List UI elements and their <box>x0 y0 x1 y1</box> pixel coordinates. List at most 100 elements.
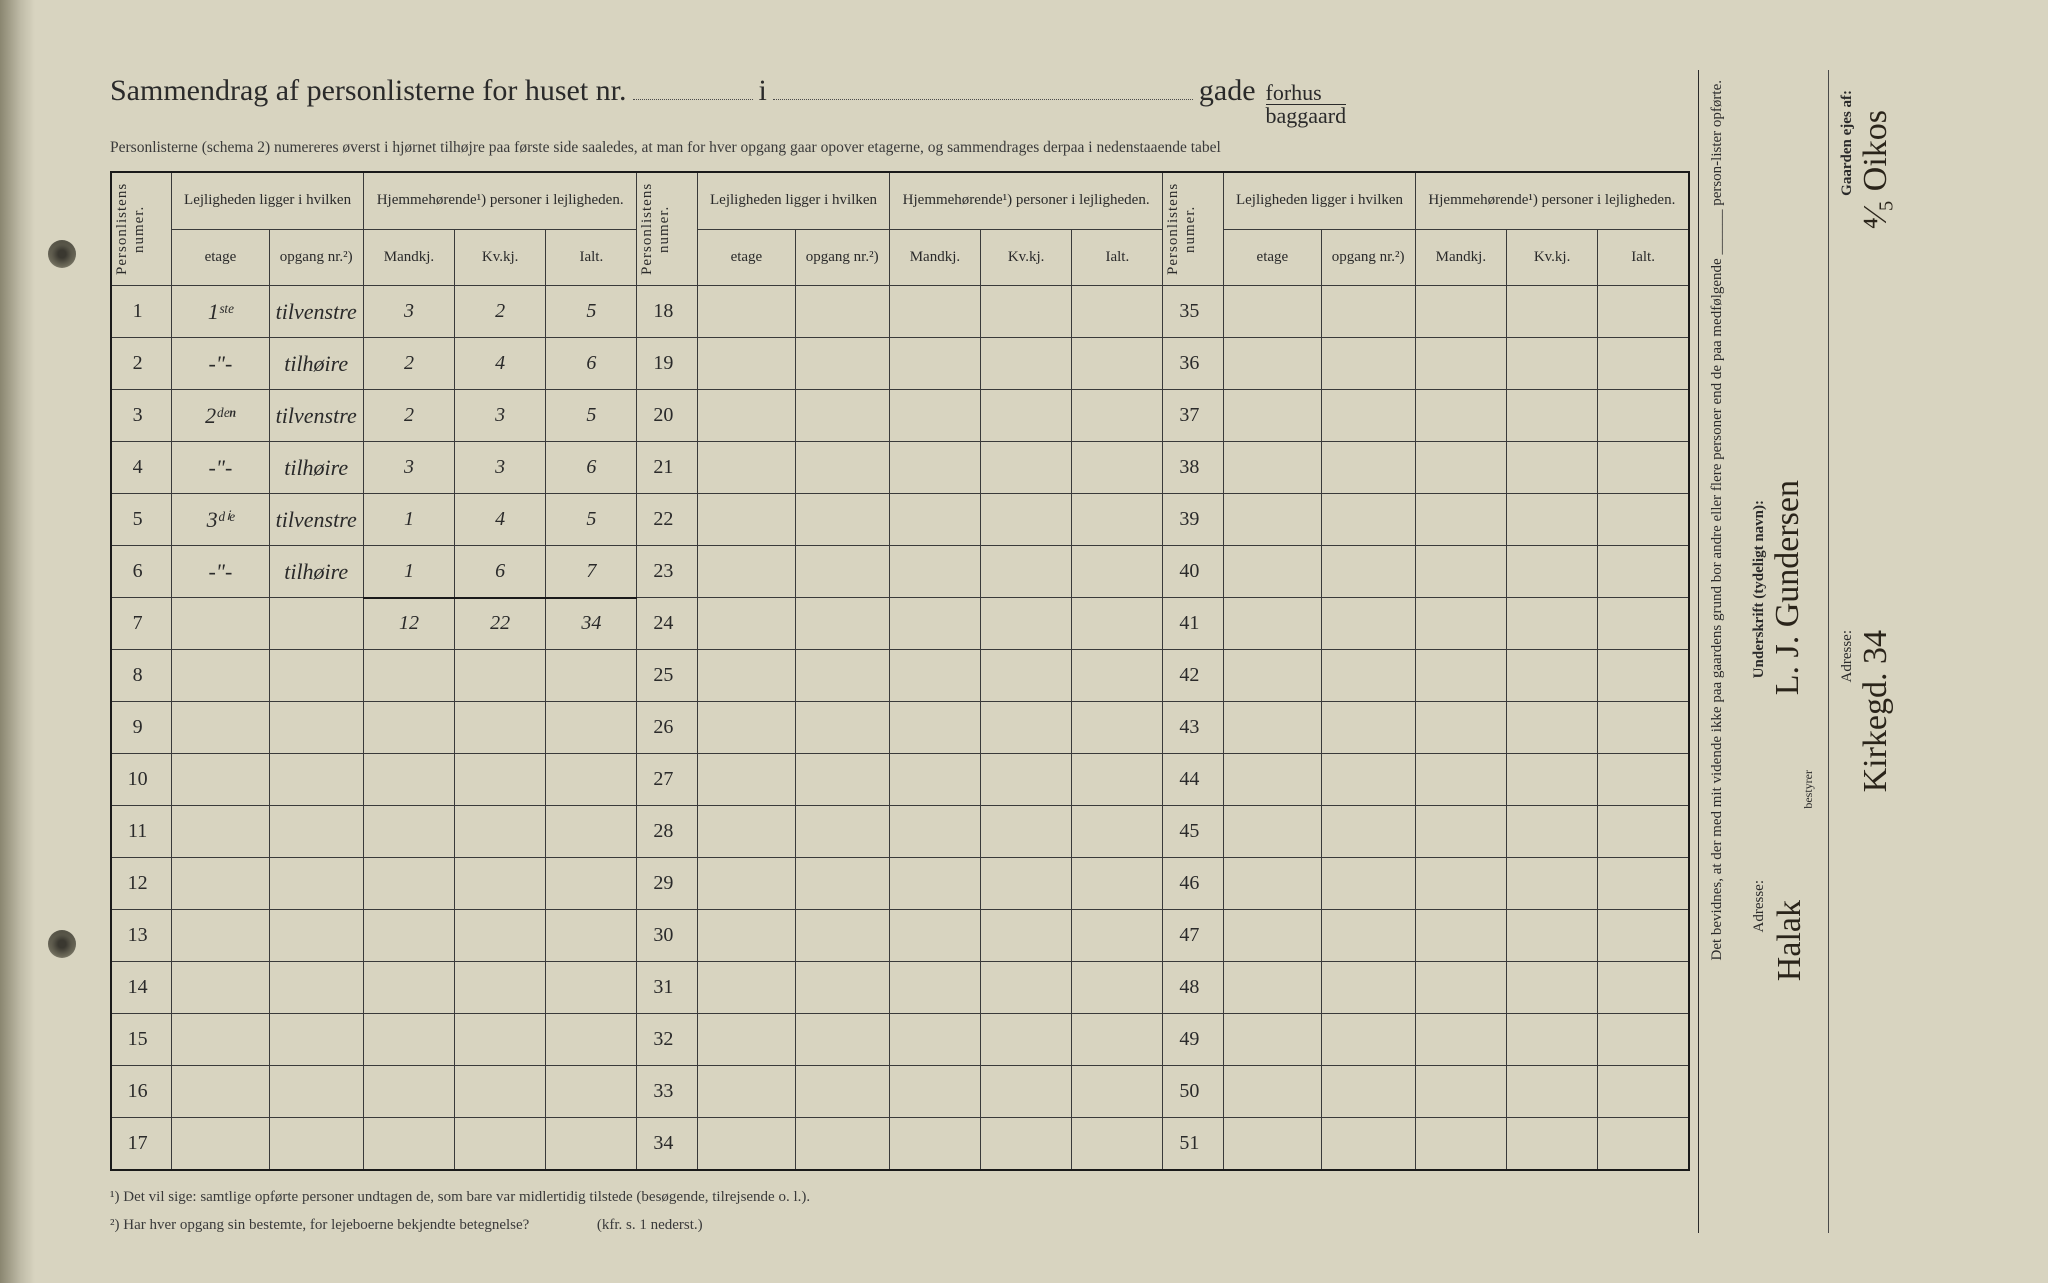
table-area: Sammendrag af personlisterne for huset n… <box>110 70 1690 1233</box>
col-hjemme: Hjemmehørende¹) personer i lejligheden. <box>1415 172 1689 229</box>
cell-opgang <box>269 598 363 650</box>
binding-hole <box>48 240 76 268</box>
cell-opgang <box>269 806 363 858</box>
cell-etage: 2ᵈᵉⁿ <box>172 390 269 442</box>
col-kv: Kv.kj. <box>1506 229 1597 285</box>
sum-mand: 12 <box>363 598 454 650</box>
row-num: 16 <box>111 1066 172 1118</box>
cell-opgang <box>269 962 363 1014</box>
table-row: 10 27 44 <box>111 754 1689 806</box>
row-num: 43 <box>1163 702 1224 754</box>
footnotes: ¹) Det vil sige: samtlige opførte person… <box>110 1183 1690 1240</box>
table-row: 163350 <box>111 1066 1689 1118</box>
row-num: 34 <box>637 1118 698 1170</box>
cell-opgang <box>269 910 363 962</box>
row-num: 15 <box>111 1014 172 1066</box>
col-opgang: opgang nr.²) <box>1321 229 1415 285</box>
row-num: 19 <box>637 338 698 390</box>
col-opgang: opgang nr.²) <box>795 229 889 285</box>
row-num: 30 <box>637 910 698 962</box>
row-num: 14 <box>111 962 172 1014</box>
row-num: 28 <box>637 806 698 858</box>
cell-opgang: tilvenstre <box>269 390 363 442</box>
row-num: 9 <box>111 702 172 754</box>
table-row: 13 30 47 <box>111 910 1689 962</box>
table-row: 173451 <box>111 1118 1689 1170</box>
row-num: 13 <box>111 910 172 962</box>
cell-opgang: tilhøire <box>269 546 363 598</box>
row-num: 37 <box>1163 390 1224 442</box>
row-num: 47 <box>1163 910 1224 962</box>
footnote-1: ¹) Det vil sige: samtlige opførte person… <box>110 1183 1690 1212</box>
col-kv: Kv.kj. <box>981 229 1072 285</box>
table-row: 15 32 49 <box>111 1014 1689 1066</box>
cell-ialt: 5 <box>546 286 637 338</box>
form-title: Sammendrag af personlisterne for huset n… <box>110 70 1690 127</box>
row-num: 5 <box>111 494 172 546</box>
row-num: 27 <box>637 754 698 806</box>
cell-opgang <box>269 858 363 910</box>
adresse-label-1: Adresse: <box>1747 880 1771 933</box>
row-num: 39 <box>1163 494 1224 546</box>
row-num: 44 <box>1163 754 1224 806</box>
cell-opgang <box>269 1014 363 1066</box>
cell-opgang: tilvenstre <box>269 286 363 338</box>
title-text: Sammendrag af personlisterne for huset n… <box>110 74 627 108</box>
gaarden-hand: ⁴⁄₅ Oikos <box>1857 110 1895 229</box>
row-num: 38 <box>1163 442 1224 494</box>
row-num: 51 <box>1163 1118 1224 1170</box>
blank-street <box>773 70 1193 100</box>
cell-mand: 3 <box>363 286 454 338</box>
signature-hand: L. J. Gundersen <box>1769 480 1807 695</box>
cell-etage <box>172 962 269 1014</box>
side-col-owner: Gaarden ejes af: ⁴⁄₅ Oikos Adresse: Kirk… <box>1829 70 1958 1233</box>
row-num: 21 <box>637 442 698 494</box>
cell-opgang: tilvenstre <box>269 494 363 546</box>
row-num: 49 <box>1163 1014 1224 1066</box>
forhus-baggaard: forhus baggaard <box>1266 82 1347 127</box>
row-num: 26 <box>637 702 698 754</box>
row-num: 41 <box>1163 598 1224 650</box>
row-num: 22 <box>637 494 698 546</box>
col-personlistens: Personlistens numer. <box>639 179 673 279</box>
row-num: 10 <box>111 754 172 806</box>
col-etage: etage <box>698 229 795 285</box>
instruction-text: Personlisterne (schema 2) numereres øver… <box>110 139 1690 157</box>
cell-kv: 4 <box>455 338 546 390</box>
cell-kv: 4 <box>455 494 546 546</box>
row-num: 40 <box>1163 546 1224 598</box>
col-opgang: opgang nr.²) <box>269 229 363 285</box>
col-hjemme: Hjemmehørende¹) personer i lejligheden. <box>363 172 637 229</box>
col-kv: Kv.kj. <box>455 229 546 285</box>
col-etage: etage <box>172 229 269 285</box>
adresse-label-2: Adresse: <box>1835 630 1859 683</box>
cell-etage: 1ˢᵗᵉ <box>172 286 269 338</box>
title-gade: gade <box>1199 74 1256 108</box>
cell-etage <box>172 1014 269 1066</box>
row-num: 31 <box>637 962 698 1014</box>
table-row: 14 31 48 <box>111 962 1689 1014</box>
table-row: 11 28 45 <box>111 806 1689 858</box>
row-num: 11 <box>111 806 172 858</box>
row-num: 45 <box>1163 806 1224 858</box>
binding-hole <box>48 930 76 958</box>
row-num: 23 <box>637 546 698 598</box>
cell-opgang <box>269 754 363 806</box>
side-panel: Det bevidnes, at der med mit vidende ikk… <box>1698 70 1958 1233</box>
cell-ialt: 6 <box>546 442 637 494</box>
col-mand: Mandkj. <box>889 229 980 285</box>
cell-mand: 1 <box>363 494 454 546</box>
row-num: 48 <box>1163 962 1224 1014</box>
col-mand: Mandkj. <box>1415 229 1506 285</box>
blank-house-nr <box>633 70 753 100</box>
cell-kv: 3 <box>455 390 546 442</box>
table-row: 71222342441 <box>111 598 1689 650</box>
table-row: 2-"-tilhøire2461936 <box>111 338 1689 390</box>
table-body: 11ˢᵗᵉtilvenstre32518352-"-tilhøire246193… <box>111 286 1689 1170</box>
bestyrer-label: bestyrer <box>1799 770 1818 809</box>
row-num: 4 <box>111 442 172 494</box>
row-num: 32 <box>637 1014 698 1066</box>
cell-mand: 1 <box>363 546 454 598</box>
row-num: 20 <box>637 390 698 442</box>
cell-etage <box>172 702 269 754</box>
